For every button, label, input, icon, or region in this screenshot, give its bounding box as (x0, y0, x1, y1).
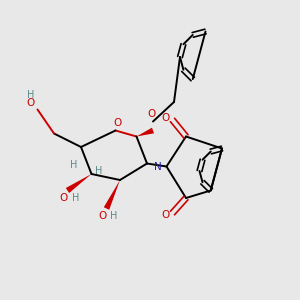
Text: H: H (95, 166, 103, 176)
Text: H: H (70, 160, 77, 170)
Text: H: H (72, 193, 80, 203)
Text: O: O (60, 193, 68, 203)
Text: H: H (110, 211, 118, 221)
Text: O: O (99, 211, 107, 221)
Text: H: H (27, 90, 34, 100)
Polygon shape (66, 174, 92, 193)
Text: O: O (162, 210, 170, 220)
Text: O: O (27, 98, 35, 108)
Text: O: O (162, 112, 170, 123)
Text: O: O (113, 118, 121, 128)
Polygon shape (136, 128, 154, 136)
Text: O: O (147, 109, 156, 119)
Polygon shape (104, 180, 120, 210)
Text: N: N (154, 161, 161, 172)
